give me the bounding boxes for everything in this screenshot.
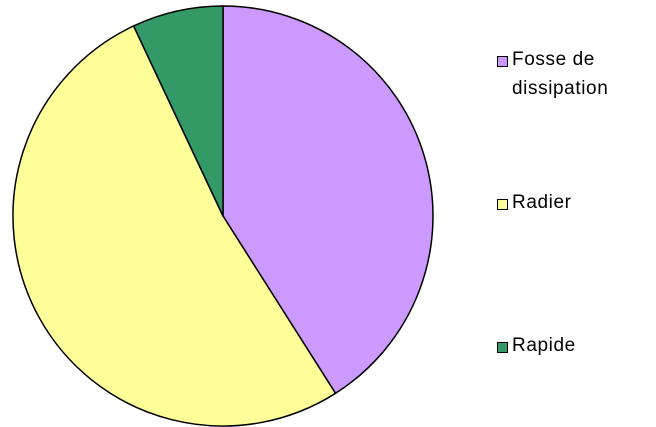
legend-swatch-radier — [497, 199, 508, 210]
pie-slice-rapide — [132, 5, 224, 217]
legend-swatch-fosse-de-dissipation — [497, 56, 508, 67]
legend-swatch-rapide — [497, 342, 508, 353]
legend-item-rapide: Rapide — [497, 335, 576, 360]
legend-label-rapide: Rapide — [512, 335, 576, 356]
legend-label-radier: Radier — [512, 192, 572, 213]
legend-item-radier: Radier — [497, 192, 572, 217]
pie-slice-radier — [12, 25, 337, 427]
legend: Fosse de dissipation Radier Rapide — [497, 0, 656, 427]
legend-item-fosse-de-dissipation: Fosse de dissipation — [497, 49, 608, 103]
legend-label-fosse-de-dissipation: Fosse de dissipation — [512, 49, 609, 99]
pie-slice-fosse-de-dissipation — [222, 5, 434, 395]
